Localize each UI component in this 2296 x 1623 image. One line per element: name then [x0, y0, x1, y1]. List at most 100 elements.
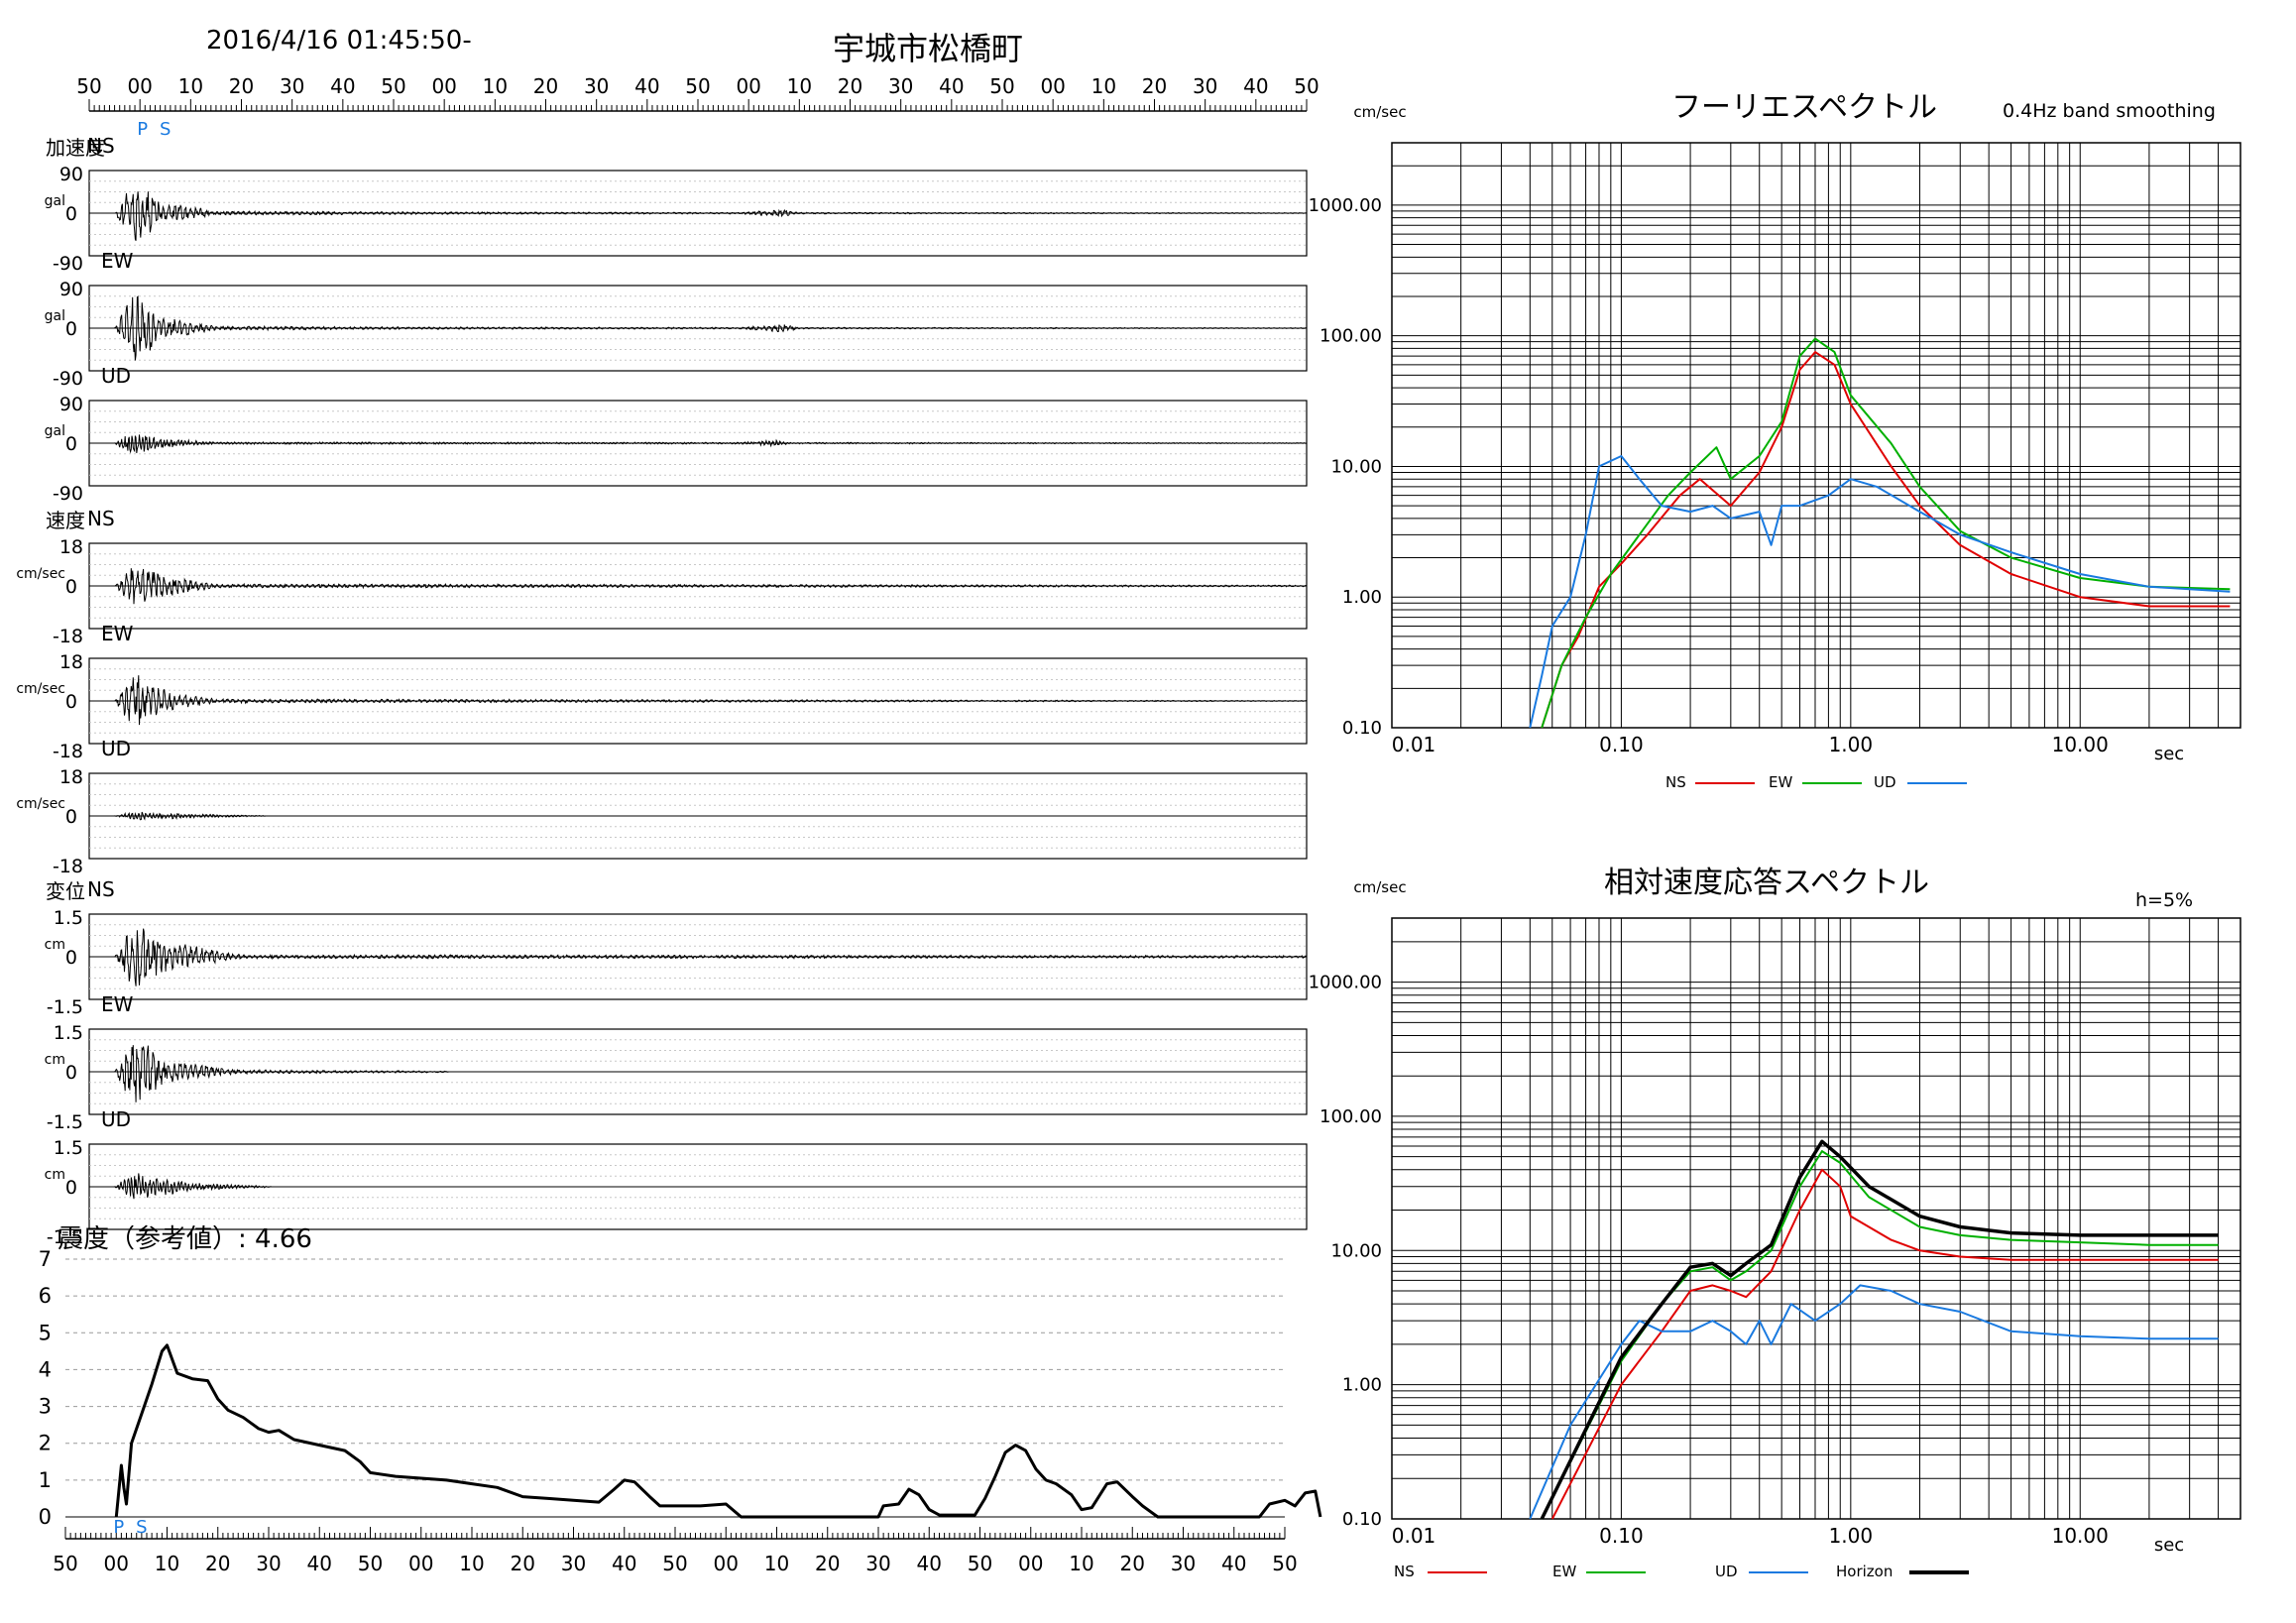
- waveform-unit-label: cm: [45, 937, 65, 953]
- waveform-component-label: UD: [101, 364, 131, 388]
- waveform-ymax-label: 90: [59, 394, 83, 415]
- top-axis-tick-label: 50: [381, 74, 405, 98]
- spectrum-title: 相対速度応答スペクトル: [1604, 866, 1929, 900]
- legend-label: EW: [1769, 773, 1792, 791]
- top-axis-tick-label: 40: [634, 74, 659, 98]
- waveform-trace: [89, 675, 1308, 726]
- waveform-trace: [89, 928, 1307, 986]
- intensity-tick-label: 50: [662, 1552, 687, 1575]
- waveform-zero-label: 0: [65, 576, 77, 598]
- intensity-ytick-label: 5: [39, 1321, 52, 1344]
- top-axis-tick-label: 10: [1091, 74, 1116, 98]
- legend-label: UD: [1715, 1563, 1738, 1580]
- intensity-tick-label: 50: [968, 1552, 992, 1575]
- spectrum-y-unit: cm/sec: [1353, 103, 1406, 121]
- waveform-component-label: EW: [101, 622, 134, 645]
- waveform-component-label: NS: [87, 507, 115, 530]
- waveform-component-label: UD: [101, 1107, 131, 1131]
- spectrum-xtick-label: 0.01: [1392, 1524, 1436, 1548]
- top-axis-tick-label: 40: [1243, 74, 1268, 98]
- top-axis-tick-label: 50: [685, 74, 710, 98]
- intensity-tick-label: 10: [459, 1552, 484, 1575]
- top-axis-tick-label: 50: [989, 74, 1014, 98]
- top-axis-tick-label: 40: [939, 74, 964, 98]
- top-axis-tick-label: 10: [178, 74, 203, 98]
- intensity-tick-label: 10: [1069, 1552, 1093, 1575]
- waveform-component-label: EW: [101, 249, 134, 273]
- waveform-zero-label: 0: [65, 433, 77, 455]
- waveform-trace: [89, 811, 1307, 821]
- waveform-trace: [89, 1173, 1307, 1200]
- intensity-ytick-label: 2: [39, 1432, 52, 1455]
- waveform-ymax-label: 90: [59, 279, 83, 300]
- p-wave-marker: P: [137, 119, 148, 140]
- intensity-ytick-label: 0: [39, 1505, 52, 1529]
- spectrum-frame: [1391, 142, 2241, 729]
- intensity-p-marker: P: [113, 1517, 124, 1538]
- spectrum-xtick-label: 10.00: [2052, 733, 2109, 756]
- top-axis-tick-label: 20: [1142, 74, 1167, 98]
- legend-label: Horizon: [1836, 1563, 1893, 1580]
- waveform-ymax-label: 1.5: [54, 907, 83, 929]
- legend-label: EW: [1552, 1563, 1576, 1580]
- waveform-trace: [89, 434, 1308, 454]
- top-axis-tick-label: 30: [280, 74, 304, 98]
- spectrum-subtitle: 0.4Hz band smoothing: [2003, 100, 2216, 122]
- top-axis-tick-label: 40: [330, 74, 355, 98]
- intensity-s-marker: S: [136, 1517, 147, 1538]
- waveform-unit-label: cm/sec: [16, 566, 65, 582]
- waveform-trace: [89, 1045, 1307, 1102]
- spectrum-series-ew: [1541, 337, 2231, 729]
- spectrum-ytick-label: 0.10: [1342, 1509, 1382, 1530]
- waveform-ymin-label: -1.5: [47, 1111, 83, 1133]
- spectrum-frame: [1391, 917, 2241, 1520]
- waveform-ymin-label: -1.5: [47, 1226, 83, 1248]
- waveform-ymin-label: -90: [53, 253, 83, 275]
- waveform-ymax-label: 1.5: [54, 1137, 83, 1159]
- intensity-tick-label: 40: [307, 1552, 332, 1575]
- spectrum-xtick-label: 0.10: [1599, 1524, 1644, 1548]
- waveform-group-label: 加速度: [46, 136, 105, 160]
- waveform-trace: [89, 295, 1308, 361]
- top-axis-tick-label: 00: [1040, 74, 1065, 98]
- intensity-ytick-label: 6: [39, 1284, 52, 1308]
- waveform-zero-label: 0: [65, 203, 77, 225]
- top-axis-tick-label: 10: [483, 74, 508, 98]
- spectrum-ytick-label: 10.00: [1330, 1240, 1382, 1261]
- waveform-ymin-label: -90: [53, 368, 83, 390]
- spectrum-ytick-label: 1.00: [1342, 587, 1382, 608]
- intensity-tick-label: 40: [917, 1552, 942, 1575]
- waveform-unit-label: cm: [45, 1052, 65, 1068]
- waveform-zero-label: 0: [65, 1177, 77, 1199]
- waveform-ymax-label: 18: [59, 651, 83, 673]
- intensity-tick-label: 30: [865, 1552, 890, 1575]
- waveform-unit-label: gal: [45, 193, 65, 209]
- waveform-unit-label: cm/sec: [16, 796, 65, 812]
- datetime-label: 2016/4/16 01:45:50-: [206, 26, 472, 56]
- waveform-component-label: NS: [87, 134, 115, 158]
- waveform-ymax-label: 18: [59, 766, 83, 788]
- intensity-tick-label: 00: [408, 1552, 433, 1575]
- spectrum-x-unit: sec: [2154, 1535, 2184, 1556]
- intensity-series-line: [114, 1343, 1322, 1519]
- spectrum-series-ns: [1550, 1168, 2219, 1520]
- waveform-ymin-label: -18: [53, 741, 83, 762]
- intensity-ytick-label: 7: [39, 1247, 52, 1271]
- spectrum-series-ew: [1541, 1150, 2219, 1520]
- intensity-ytick-label: 3: [39, 1395, 52, 1419]
- top-axis-tick-label: 20: [229, 74, 254, 98]
- spectrum-series-ud: [1529, 455, 2231, 729]
- intensity-ytick-label: 1: [39, 1468, 52, 1492]
- spectrum-ytick-label: 0.10: [1342, 718, 1382, 739]
- waveform-ymax-label: 1.5: [54, 1022, 83, 1044]
- intensity-tick-label: 00: [714, 1552, 739, 1575]
- waveform-component-label: EW: [101, 992, 134, 1016]
- waveform-zero-label: 0: [65, 318, 77, 340]
- spectrum-series-ns: [1541, 351, 2231, 729]
- intensity-title: 震度（参考値）: 4.66: [57, 1224, 312, 1254]
- spectrum-title: フーリエスペクトル: [1671, 90, 1937, 125]
- top-axis-tick-label: 30: [888, 74, 913, 98]
- station-title: 宇城市松橋町: [833, 30, 1024, 67]
- intensity-tick-label: 10: [155, 1552, 179, 1575]
